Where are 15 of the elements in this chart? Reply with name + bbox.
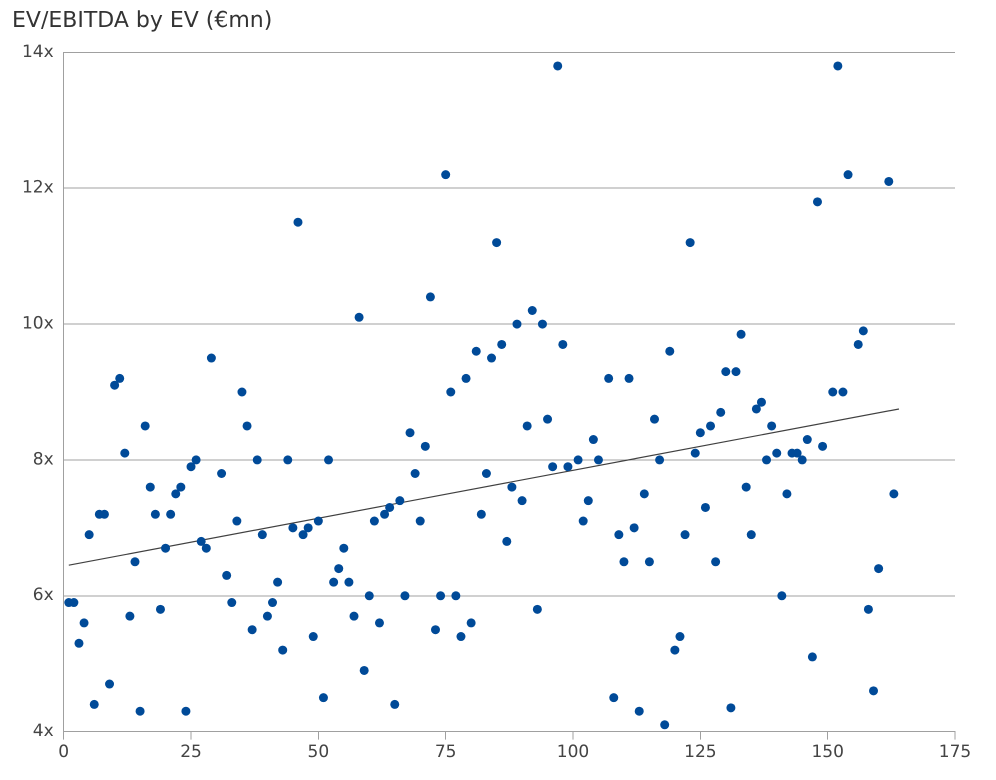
x-tick-label: 75 [434, 742, 456, 762]
y-tick-label: 4x [32, 721, 54, 742]
y-tick-label: 10x [22, 314, 54, 334]
x-tick-label: 0 [58, 742, 70, 762]
y-tick-label: 6x [32, 585, 54, 606]
y-tick-label: 8x [32, 449, 54, 470]
x-tick-label: 100 [556, 742, 590, 762]
x-tick-label: 25 [180, 742, 202, 762]
x-tick-label: 125 [684, 742, 717, 762]
y-tick-label: 14x [22, 42, 54, 62]
x-tick-label: 175 [938, 742, 972, 762]
x-tick-label: 150 [811, 742, 844, 762]
y-tick-label: 12x [22, 178, 54, 198]
chart-title: EV/EBITDA by EV (€mn) [12, 8, 272, 33]
x-tick-label: 50 [308, 742, 330, 762]
